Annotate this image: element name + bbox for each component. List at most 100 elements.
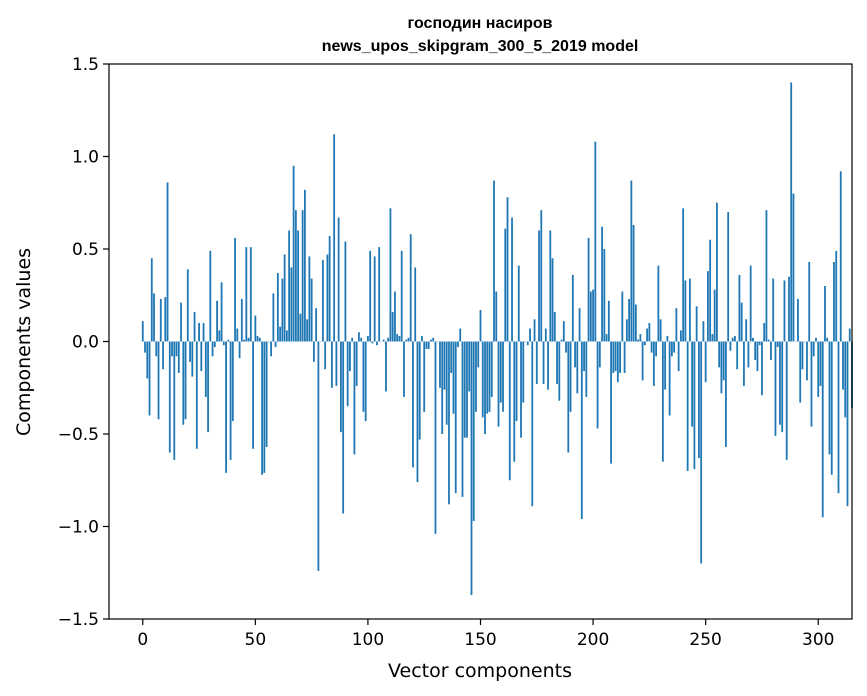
bar-54 — [263, 341, 266, 473]
bar-11 — [166, 182, 169, 342]
bar-225 — [648, 323, 651, 342]
bar-218 — [632, 224, 635, 342]
bar-267 — [743, 341, 745, 386]
bar-173 — [531, 341, 534, 507]
bar-40 — [231, 341, 234, 422]
bar-152 — [484, 341, 486, 434]
bar-224 — [646, 328, 649, 342]
bar-274 — [758, 341, 761, 346]
bar-116 — [403, 341, 405, 397]
bar-149 — [477, 341, 480, 368]
bar-311 — [842, 341, 844, 390]
bar-202 — [596, 341, 599, 429]
bar-72 — [303, 189, 306, 342]
bar-80 — [321, 260, 324, 342]
bar-156 — [493, 180, 495, 342]
bar-90 — [344, 241, 347, 342]
bar-270 — [749, 265, 752, 342]
bar-139 — [454, 341, 457, 494]
bar-279 — [770, 341, 772, 360]
bar-59 — [274, 341, 277, 348]
bar-134 — [443, 341, 446, 390]
bar-1 — [144, 341, 146, 353]
bar-185 — [558, 341, 561, 401]
x-tick-label: 0 — [137, 630, 148, 650]
bar-236 — [673, 341, 676, 353]
bar-171 — [526, 341, 529, 346]
bar-243 — [688, 278, 691, 342]
x-tick-label: 100 — [352, 630, 384, 650]
bar-78 — [317, 341, 320, 571]
bar-244 — [691, 341, 694, 427]
bar-95 — [355, 341, 358, 386]
bar-199 — [589, 291, 592, 342]
y-tick-label: −1.0 — [58, 518, 99, 538]
bar-3 — [148, 341, 151, 416]
bar-0 — [141, 321, 144, 342]
y-tick-label: −1.5 — [58, 610, 99, 630]
bar-261 — [729, 341, 732, 351]
bar-209 — [612, 341, 615, 373]
y-tick-label: −0.5 — [58, 425, 99, 445]
bar-58 — [272, 293, 275, 342]
bar-47 — [247, 337, 250, 342]
x-axis-label: Vector components — [388, 660, 572, 682]
bar-31 — [211, 341, 214, 357]
bar-162 — [506, 197, 509, 342]
bar-201 — [594, 141, 597, 342]
bar-286 — [785, 341, 788, 460]
bar-288 — [790, 82, 793, 342]
bar-46 — [245, 247, 248, 342]
bar-180 — [547, 341, 549, 390]
bar-282 — [776, 341, 779, 348]
bar-212 — [619, 341, 621, 373]
bar-262 — [731, 337, 734, 342]
bar-74 — [308, 256, 311, 342]
bar-124 — [421, 335, 423, 342]
bar-250 — [704, 341, 707, 383]
bar-151 — [481, 341, 484, 418]
bar-221 — [639, 334, 642, 342]
bar-37 — [225, 341, 227, 473]
bar-272 — [754, 341, 757, 360]
bar-62 — [281, 278, 284, 342]
bar-247 — [698, 341, 700, 459]
bar-86 — [335, 341, 338, 386]
bar-238 — [677, 341, 680, 372]
bar-190 — [569, 341, 572, 412]
bar-127 — [427, 341, 430, 349]
bar-256 — [718, 341, 721, 368]
bar-278 — [767, 339, 770, 342]
bar-52 — [258, 337, 261, 342]
bar-214 — [623, 341, 626, 373]
bar-312 — [844, 341, 847, 418]
bar-22 — [191, 341, 194, 377]
bar-75 — [310, 278, 313, 342]
bar-163 — [508, 341, 511, 481]
bar-204 — [601, 226, 603, 342]
bar-68 — [294, 210, 297, 342]
bar-93 — [351, 337, 354, 342]
bar-98 — [362, 341, 365, 412]
bar-53 — [261, 341, 263, 475]
bar-142 — [461, 341, 464, 497]
bar-9 — [162, 341, 164, 370]
bar-102 — [371, 341, 374, 344]
y-tick-label: 0.0 — [72, 333, 99, 353]
bar-306 — [830, 341, 833, 475]
bar-135 — [445, 341, 448, 425]
bar-21 — [189, 341, 191, 362]
bar-191 — [571, 274, 574, 342]
bar-103 — [373, 256, 376, 342]
bar-89 — [342, 341, 345, 514]
bar-229 — [657, 265, 660, 342]
bar-76 — [312, 341, 315, 362]
bar-26 — [200, 341, 203, 372]
bar-259 — [725, 341, 727, 447]
bar-187 — [562, 321, 565, 342]
bar-305 — [828, 341, 831, 455]
bar-63 — [283, 254, 286, 342]
bar-264 — [736, 341, 739, 370]
x-tick-label: 250 — [689, 630, 721, 650]
bar-208 — [610, 341, 612, 464]
